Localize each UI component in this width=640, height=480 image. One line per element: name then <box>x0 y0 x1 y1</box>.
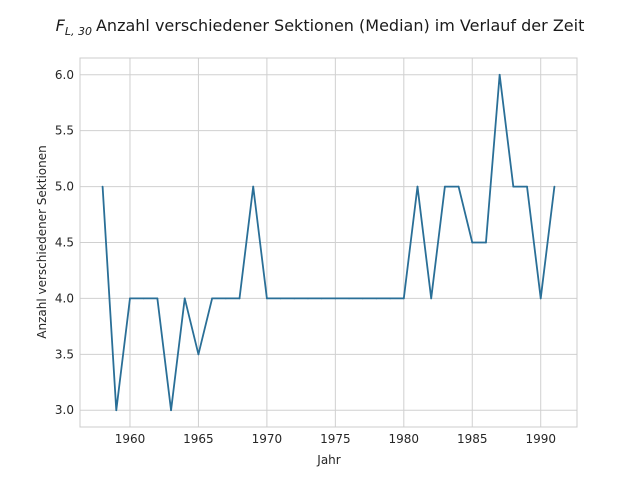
data-point <box>457 185 460 188</box>
grid-lines <box>80 58 577 427</box>
y-tick-label: 3.5 <box>55 347 74 361</box>
y-axis-label: Anzahl verschiedener Sektionen <box>35 145 49 338</box>
x-tick-label: 1990 <box>525 432 556 446</box>
data-point <box>224 297 227 300</box>
data-point <box>361 297 364 300</box>
series-group <box>101 73 556 412</box>
title-text: Anzahl verschiedener Sektionen (Median) … <box>96 16 584 35</box>
data-point <box>443 185 446 188</box>
data-point <box>129 297 131 300</box>
series-line <box>101 73 556 412</box>
data-point <box>512 185 515 188</box>
data-point <box>389 297 392 300</box>
data-point <box>115 409 118 412</box>
x-tick-label: 1965 <box>183 432 214 446</box>
data-point <box>348 297 350 300</box>
data-point <box>238 297 241 300</box>
data-point <box>156 297 159 300</box>
x-axis-label: Jahr <box>316 453 340 467</box>
data-point <box>211 297 214 300</box>
y-tick-label: 4.0 <box>55 291 74 305</box>
data-point <box>375 297 378 300</box>
data-point <box>170 409 172 412</box>
data-point <box>471 241 474 244</box>
data-point <box>416 185 419 188</box>
data-point <box>197 353 200 356</box>
title-prefix: F <box>56 16 66 35</box>
y-tick-label: 6.0 <box>55 68 74 82</box>
data-point <box>485 241 487 244</box>
chart-title: FL, 30 Anzahl verschiedener Sektionen (Me… <box>56 16 585 38</box>
data-point <box>307 297 309 300</box>
x-tick-label: 1980 <box>389 432 420 446</box>
y-tick-label: 5.0 <box>55 180 74 194</box>
data-point <box>402 297 405 300</box>
y-tick-label: 4.5 <box>55 236 74 250</box>
y-axis-ticks: 3.0 3.5 4.0 4.5 5.0 5.5 6.0 <box>55 68 74 417</box>
data-point <box>101 185 104 188</box>
data-point <box>320 297 323 300</box>
title-subscript: L, 30 <box>65 25 92 38</box>
data-point <box>526 185 528 188</box>
y-tick-label: 5.5 <box>55 124 74 138</box>
plot-area <box>79 57 578 428</box>
data-point <box>183 297 186 300</box>
data-point <box>142 297 145 300</box>
x-axis-ticks: 1960 1965 1970 1975 1980 1985 1990 <box>115 432 556 446</box>
data-point <box>279 297 282 300</box>
x-tick-label: 1970 <box>252 432 283 446</box>
data-point <box>498 73 501 76</box>
data-point <box>334 297 337 300</box>
x-tick-label: 1985 <box>457 432 488 446</box>
data-point <box>539 297 542 300</box>
data-point <box>553 185 556 188</box>
x-tick-label: 1975 <box>320 432 351 446</box>
data-point <box>252 185 255 188</box>
data-point <box>265 297 268 300</box>
data-point <box>430 297 433 300</box>
y-tick-label: 3.0 <box>55 403 74 417</box>
x-tick-label: 1960 <box>115 432 146 446</box>
data-point <box>293 297 296 300</box>
